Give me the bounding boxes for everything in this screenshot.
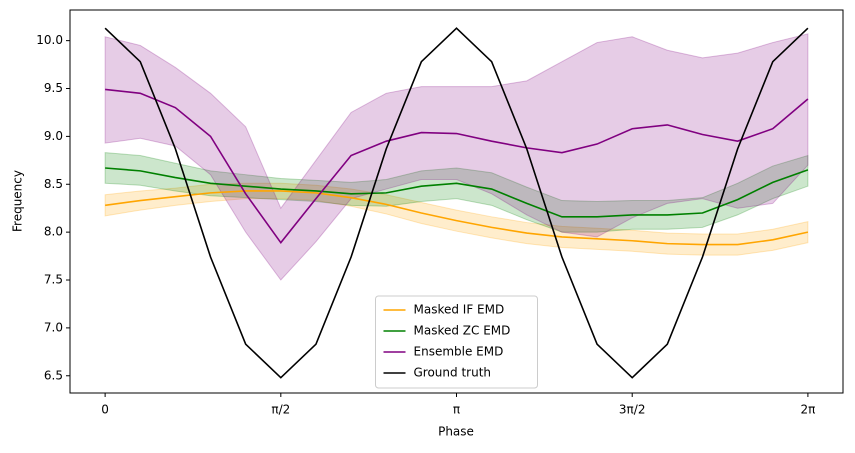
y-tick-label: 7.0 <box>44 320 63 334</box>
plot-frame <box>69 9 844 394</box>
legend-box <box>375 295 538 389</box>
series-line <box>105 167 809 218</box>
legend-label: Masked IF EMD <box>414 303 505 317</box>
confidence-band <box>104 33 809 281</box>
y-tick-label: 9.0 <box>44 129 63 143</box>
x-tick-label: 0 <box>101 403 109 417</box>
legend-label: Masked ZC EMD <box>414 324 511 338</box>
y-tick-label: 7.5 <box>44 273 63 287</box>
x-tick-label: π <box>453 403 460 417</box>
series-line <box>105 190 809 246</box>
x-tick-label: 2π <box>800 403 815 417</box>
y-tick-label: 9.5 <box>44 81 63 95</box>
x-tick-label: π/2 <box>271 403 290 417</box>
confidence-band <box>104 152 809 233</box>
confidence-band <box>104 182 809 256</box>
x-axis-label: Phase <box>438 425 474 439</box>
y-tick-label: 8.0 <box>44 225 63 239</box>
series-line <box>104 27 809 379</box>
legend-label: Ensemble EMD <box>414 345 504 359</box>
series-line <box>105 88 809 244</box>
legend-label: Ground truth <box>414 366 492 380</box>
y-axis-label: Frequency <box>11 170 25 232</box>
y-tick-label: 8.5 <box>44 177 63 191</box>
legend: Masked IF EMD Masked ZC EMD Ensemble EMD Gr… <box>375 295 538 389</box>
y-tick-label: 10.0 <box>36 33 63 47</box>
y-tick-label: 6.5 <box>44 368 63 382</box>
x-tick-label: 3π/2 <box>619 403 646 417</box>
